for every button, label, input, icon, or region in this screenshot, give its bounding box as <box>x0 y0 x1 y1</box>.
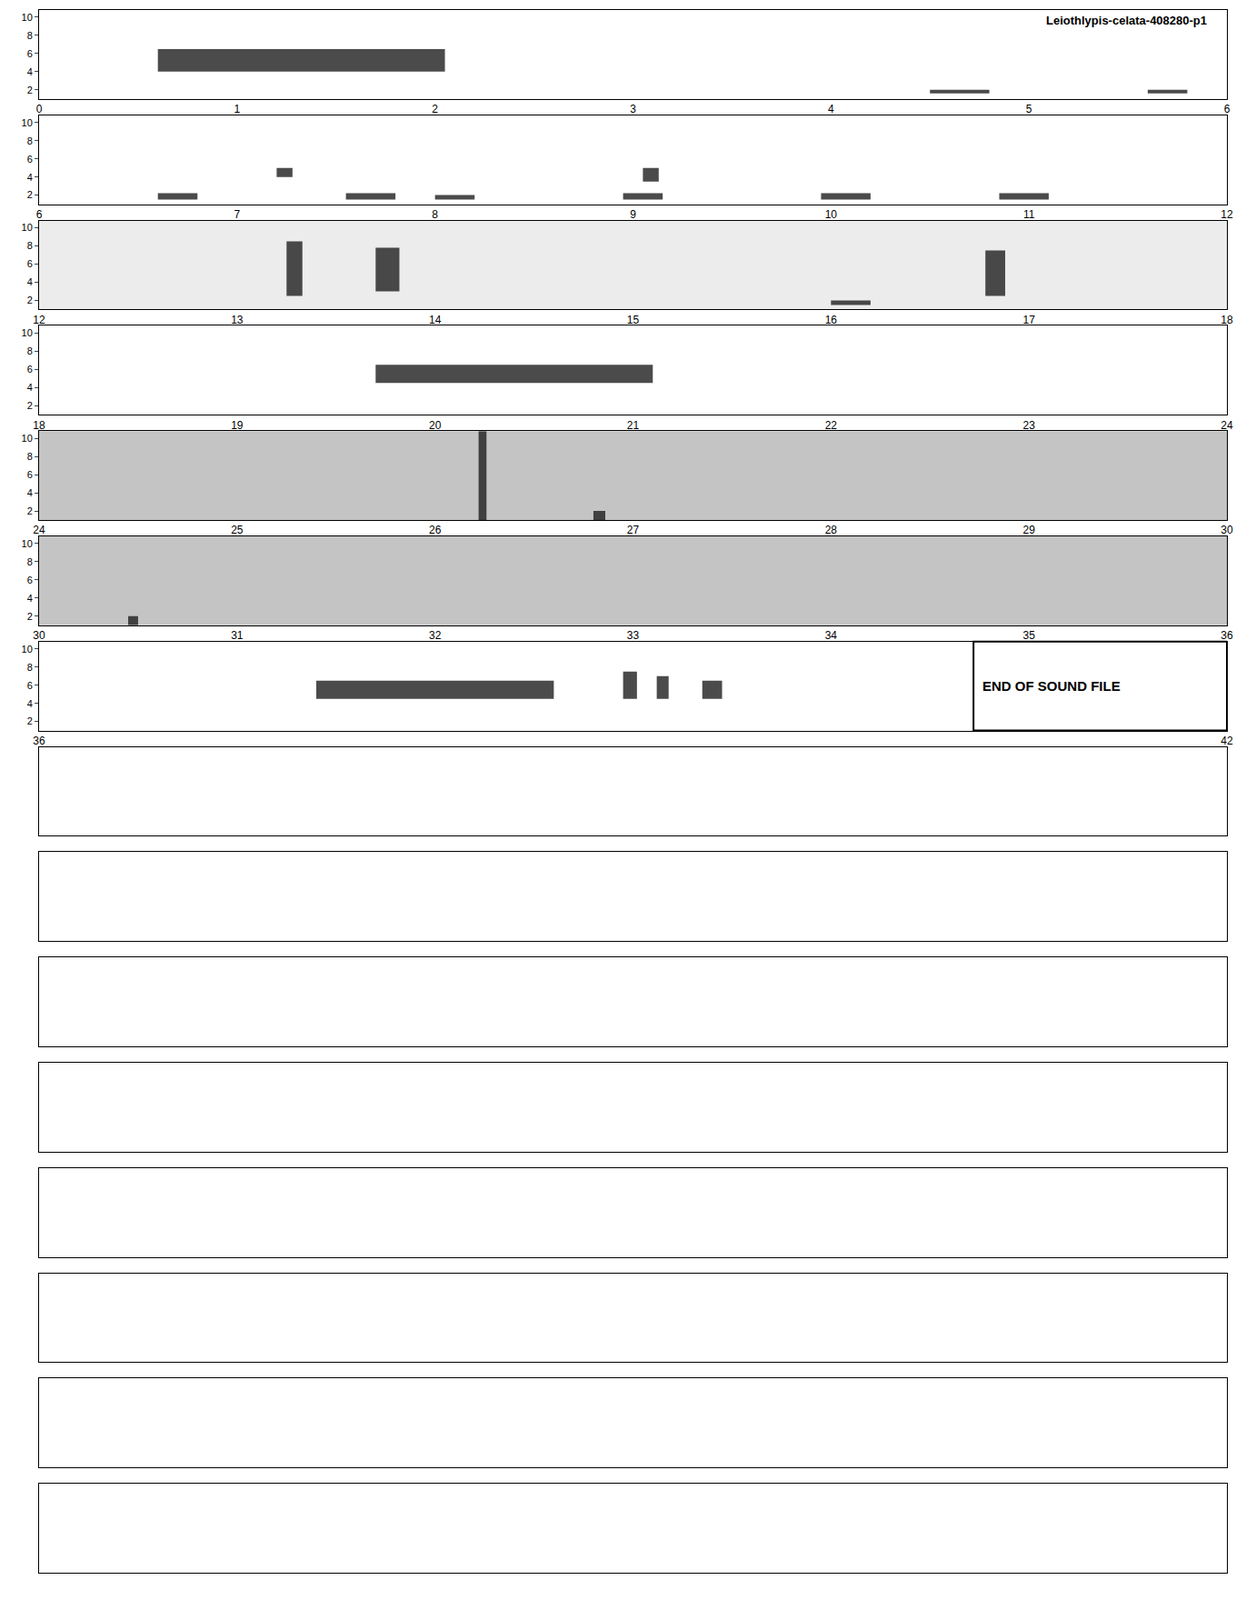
svg-text:24: 24 <box>32 523 46 537</box>
svg-text:1: 1 <box>233 102 240 116</box>
svg-text:10: 10 <box>21 538 33 549</box>
svg-text:6: 6 <box>27 153 33 165</box>
svg-text:8: 8 <box>27 661 33 673</box>
svg-text:6: 6 <box>36 208 43 221</box>
svg-text:6: 6 <box>27 679 33 691</box>
svg-text:4: 4 <box>27 381 33 393</box>
svg-text:4: 4 <box>27 487 33 499</box>
svg-text:10: 10 <box>21 221 33 233</box>
svg-text:8: 8 <box>27 450 33 462</box>
svg-text:26: 26 <box>428 523 442 537</box>
svg-text:8: 8 <box>27 345 33 357</box>
svg-text:10: 10 <box>825 208 838 221</box>
svg-text:35: 35 <box>1022 628 1036 642</box>
svg-text:2: 2 <box>27 84 33 96</box>
svg-text:2: 2 <box>431 102 439 116</box>
svg-text:18: 18 <box>1220 313 1234 327</box>
svg-text:Leiothlypis-celata-408280-p1: Leiothlypis-celata-408280-p1 <box>1046 13 1207 28</box>
svg-text:6: 6 <box>27 363 33 375</box>
svg-text:8: 8 <box>27 135 33 147</box>
svg-text:12: 12 <box>1220 208 1234 221</box>
svg-text:17: 17 <box>1022 313 1036 327</box>
svg-text:5: 5 <box>1026 102 1033 116</box>
svg-text:29: 29 <box>1022 523 1036 537</box>
svg-text:8: 8 <box>27 239 33 251</box>
svg-text:4: 4 <box>27 592 33 604</box>
svg-text:10: 10 <box>21 11 33 23</box>
svg-text:10: 10 <box>21 643 33 655</box>
svg-text:10: 10 <box>21 327 33 339</box>
svg-text:2: 2 <box>27 610 33 622</box>
svg-text:31: 31 <box>230 628 244 642</box>
svg-text:19: 19 <box>230 418 244 432</box>
svg-text:30: 30 <box>32 628 46 642</box>
svg-text:36: 36 <box>32 734 46 748</box>
svg-text:8: 8 <box>27 29 33 41</box>
svg-text:4: 4 <box>27 697 33 709</box>
svg-text:6: 6 <box>27 468 33 480</box>
svg-text:28: 28 <box>825 523 838 537</box>
svg-text:10: 10 <box>21 432 33 444</box>
svg-text:END OF SOUND FILE: END OF SOUND FILE <box>982 677 1121 694</box>
svg-text:6: 6 <box>1224 102 1231 116</box>
svg-text:32: 32 <box>428 628 442 642</box>
svg-text:4: 4 <box>27 66 33 78</box>
svg-text:12: 12 <box>32 313 46 327</box>
svg-text:6: 6 <box>27 574 33 586</box>
svg-text:18: 18 <box>32 418 46 432</box>
svg-text:20: 20 <box>428 418 442 432</box>
svg-text:15: 15 <box>627 313 640 327</box>
svg-text:24: 24 <box>1220 418 1234 432</box>
svg-text:4: 4 <box>27 276 33 288</box>
svg-text:6: 6 <box>27 48 33 60</box>
svg-text:7: 7 <box>233 208 240 221</box>
svg-text:0: 0 <box>36 102 43 116</box>
svg-text:4: 4 <box>27 171 33 183</box>
svg-text:4: 4 <box>827 102 835 116</box>
svg-text:8: 8 <box>431 208 439 221</box>
svg-text:11: 11 <box>1023 208 1036 221</box>
svg-text:2: 2 <box>27 505 33 517</box>
svg-text:21: 21 <box>627 418 640 432</box>
svg-text:2: 2 <box>27 399 33 411</box>
svg-text:2: 2 <box>27 294 33 306</box>
svg-text:10: 10 <box>21 117 33 129</box>
svg-text:14: 14 <box>428 313 442 327</box>
svg-text:34: 34 <box>825 628 838 642</box>
svg-text:2: 2 <box>27 189 33 200</box>
svg-text:25: 25 <box>230 523 244 537</box>
svg-text:3: 3 <box>629 102 637 116</box>
svg-text:33: 33 <box>627 628 640 642</box>
svg-text:42: 42 <box>1220 734 1234 748</box>
svg-text:2: 2 <box>27 715 33 727</box>
svg-text:27: 27 <box>627 523 640 537</box>
svg-text:36: 36 <box>1220 628 1234 642</box>
svg-text:23: 23 <box>1022 418 1036 432</box>
svg-text:6: 6 <box>27 258 33 270</box>
svg-text:9: 9 <box>629 208 637 221</box>
svg-text:22: 22 <box>825 418 838 432</box>
svg-text:8: 8 <box>27 556 33 568</box>
svg-text:30: 30 <box>1220 523 1234 537</box>
svg-text:13: 13 <box>230 313 244 327</box>
svg-text:16: 16 <box>825 313 838 327</box>
